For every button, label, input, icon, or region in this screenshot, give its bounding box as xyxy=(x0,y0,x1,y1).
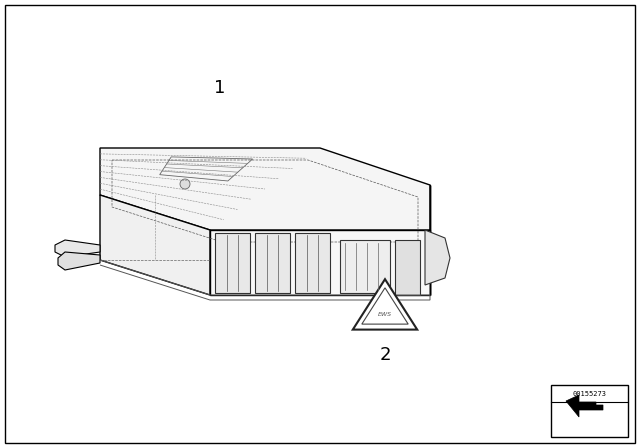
Circle shape xyxy=(180,179,190,189)
Polygon shape xyxy=(353,279,417,330)
Bar xyxy=(295,233,330,293)
Polygon shape xyxy=(566,395,603,417)
Bar xyxy=(255,233,290,293)
Bar xyxy=(395,240,420,295)
Polygon shape xyxy=(58,252,100,270)
Text: EWS: EWS xyxy=(378,313,392,318)
Polygon shape xyxy=(100,148,430,230)
Text: 00155273: 00155273 xyxy=(573,391,607,397)
Polygon shape xyxy=(55,240,100,257)
Text: 2: 2 xyxy=(380,346,391,364)
Polygon shape xyxy=(210,230,430,295)
Polygon shape xyxy=(425,230,450,285)
Bar xyxy=(340,240,390,293)
Bar xyxy=(551,385,628,437)
Polygon shape xyxy=(100,195,210,295)
Text: 1: 1 xyxy=(214,79,226,97)
Bar xyxy=(215,233,250,293)
